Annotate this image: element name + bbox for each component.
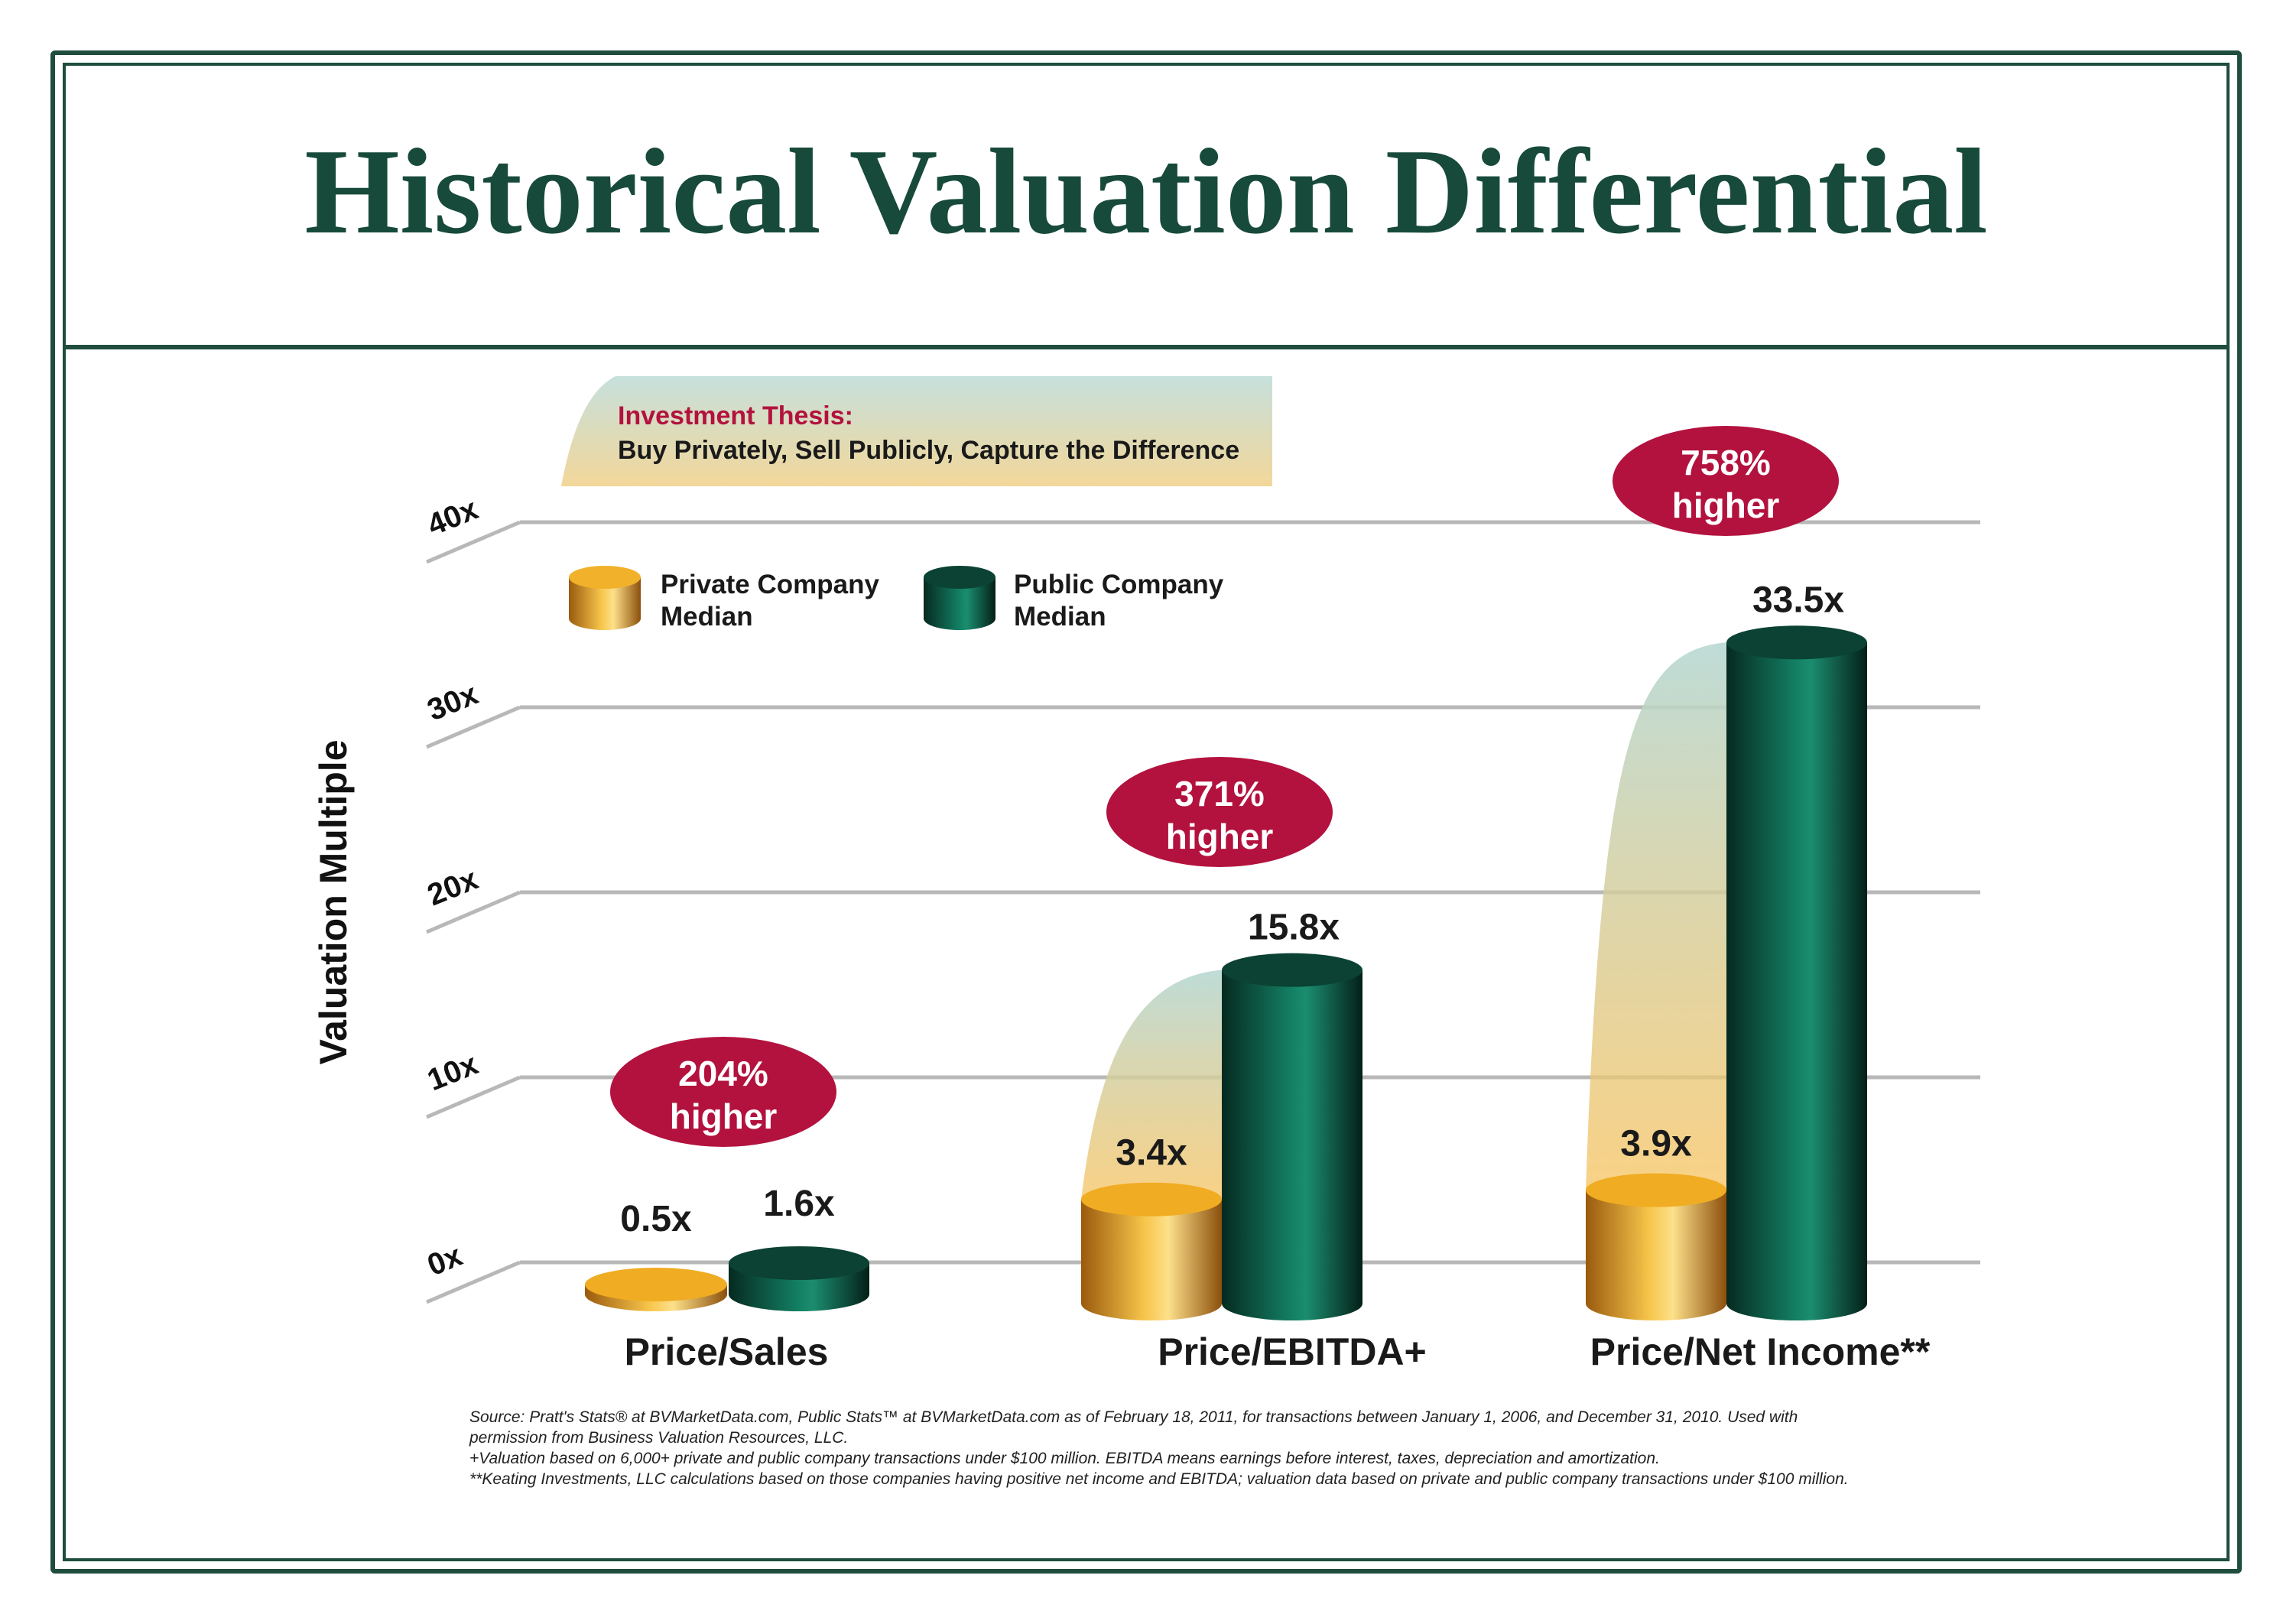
difference-plume [1586, 642, 1726, 1190]
investment-thesis-banner: Investment Thesis: Buy Privately, Sell P… [561, 376, 1272, 486]
bar-body [1726, 642, 1867, 1304]
category-labels: Price/Sales Price/EBITDA+ Price/Net Income… [625, 1330, 1931, 1373]
badge-higher: higher [1672, 486, 1780, 525]
bar-private [1081, 1182, 1222, 1320]
badge-higher: higher [1166, 817, 1274, 856]
bar-top [1081, 1182, 1222, 1216]
badge-percent: 371% [1174, 774, 1265, 814]
y-tick-label: 30x [423, 677, 482, 728]
banner-background [561, 376, 1272, 486]
badge-higher: higher [670, 1096, 778, 1136]
footnote-line: permission from Business Valuation Resou… [469, 1429, 849, 1447]
value-label-private: 0.5x [620, 1199, 692, 1239]
y-tick-label: 40x [423, 492, 482, 543]
page-title: Historical Valuation Differential [304, 123, 1988, 259]
badge-ellipse [610, 1037, 836, 1147]
value-label-private: 3.9x [1620, 1124, 1692, 1164]
banner-text: Buy Privately, Sell Publicly, Capture th… [618, 436, 1239, 465]
legend-label-public-line2: Median [1014, 602, 1106, 632]
bar-body [1586, 1190, 1726, 1304]
bar-top [1586, 1173, 1726, 1207]
category-label: Price/EBITDA+ [1158, 1330, 1427, 1373]
y-axis-title: Valuation Multiple [312, 739, 355, 1064]
bar-base [1081, 1287, 1222, 1320]
inner-frame [63, 63, 2230, 1561]
legend-swatch-private [569, 566, 641, 630]
title-divider [63, 345, 2230, 349]
bar-public [1222, 953, 1362, 1320]
value-label-public: 1.6x [763, 1184, 835, 1224]
badge-ellipse [1613, 426, 1839, 536]
value-label-private: 3.4x [1116, 1133, 1187, 1174]
legend-label-private-line2: Median [661, 602, 753, 632]
bar-public [729, 1246, 869, 1311]
bars [585, 625, 1867, 1320]
gridline-perspective [426, 520, 521, 564]
banner-heading: Investment Thesis: [618, 401, 853, 430]
gridline-perspective [426, 1075, 521, 1119]
badge-percent: 204% [678, 1054, 768, 1093]
bar-base [729, 1278, 869, 1311]
bar-top [1726, 625, 1867, 660]
y-tick-label: 10x [423, 1047, 482, 1098]
category-label: Price/Sales [625, 1330, 829, 1373]
difference-plumes [1081, 642, 1726, 1200]
badge-percent: 758% [1681, 443, 1771, 482]
legend-label-private-line1: Private Company [661, 570, 879, 599]
footnote-line: **Keating Investments, LLC calculations … [469, 1470, 1849, 1488]
gridline-perspective [426, 1260, 521, 1304]
badge-ellipse [1106, 757, 1333, 867]
bar-base [1726, 1287, 1867, 1320]
value-label-public: 15.8x [1248, 908, 1340, 948]
bar-body [1222, 970, 1362, 1304]
difference-plume [1081, 970, 1222, 1200]
bar-public [1726, 625, 1867, 1320]
source-footnotes: Source: Pratt's Stats® at BVMarketData.c… [469, 1407, 1945, 1489]
value-labels: 0.5x 1.6x 3.4x 15.8x 3.9x 33.5x [620, 580, 1844, 1239]
gridline-perspective [426, 890, 521, 934]
bar-base [1586, 1287, 1726, 1320]
bar-base [1222, 1287, 1362, 1320]
y-tick-label: 20x [423, 862, 482, 913]
bar-top [729, 1246, 869, 1280]
difference-badge: 204%higher [610, 1037, 836, 1147]
legend-swatch-public [924, 566, 995, 630]
difference-badge: 371%higher [1106, 757, 1333, 867]
footnote-line: +Valuation based on 6,000+ private and p… [469, 1450, 1660, 1467]
difference-badge: 758% higher [1613, 426, 1839, 536]
y-tick-label: 0x [423, 1239, 467, 1282]
bar-top [585, 1268, 727, 1301]
value-label-public: 33.5x [1752, 580, 1844, 620]
legend-label-public-line1: Public Company [1014, 570, 1224, 599]
bar-private [585, 1268, 727, 1311]
bar-top [1222, 953, 1362, 987]
legend: Private Company Median Public Company Me… [569, 566, 1224, 632]
category-label: Price/Net Income** [1590, 1330, 1931, 1373]
outer-frame [50, 50, 2242, 1574]
bar-body [1081, 1199, 1222, 1304]
footnote-line: Source: Pratt's Stats® at BVMarketData.c… [469, 1408, 1798, 1426]
gridline-perspective [426, 705, 521, 749]
bar-private [1586, 1173, 1726, 1320]
